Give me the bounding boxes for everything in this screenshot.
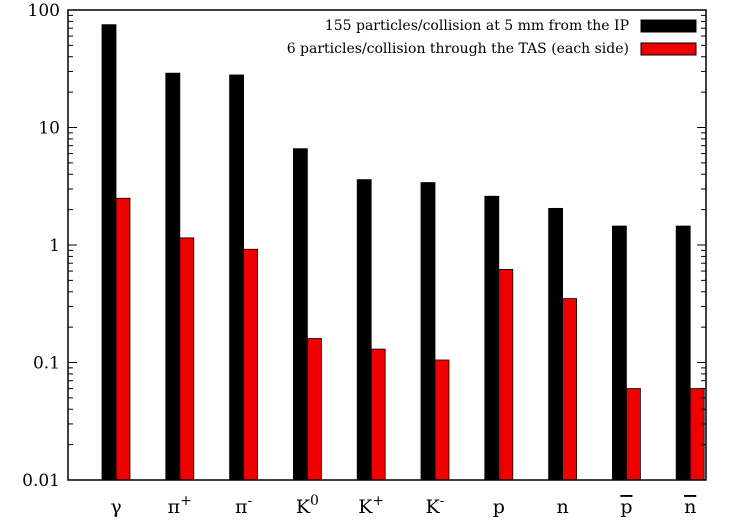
bar-series-2 bbox=[306, 338, 322, 481]
legend-swatch-series-1 bbox=[640, 19, 697, 33]
legend-label-series-2: 6 particles/collision through the TAS (e… bbox=[287, 41, 629, 57]
bar-series-1 bbox=[484, 195, 500, 481]
bar-series-1 bbox=[675, 225, 691, 481]
x-tick-label: K- bbox=[426, 493, 445, 518]
bar-series-1 bbox=[612, 225, 627, 481]
y-tick-label: 10 bbox=[38, 119, 60, 139]
legend: 155 particles/collision at 5 mm from the… bbox=[287, 18, 697, 57]
legend-swatch-series-2 bbox=[640, 42, 697, 56]
x-tick-label: K0 bbox=[296, 493, 319, 518]
bar-series-1 bbox=[548, 207, 563, 481]
y-axis: 0.01 0.1 1 10 100 bbox=[22, 1, 706, 491]
legend-label-series-1: 155 particles/collision at 5 mm from the… bbox=[325, 18, 629, 34]
y-tick-label: 1 bbox=[49, 236, 60, 256]
x-tick-label: K+ bbox=[358, 493, 384, 518]
bars-group bbox=[101, 24, 705, 481]
plot-frame bbox=[67, 9, 707, 481]
x-axis: γ π+ π- K0 K+ K-p n p n bbox=[110, 493, 696, 518]
x-tick-label: p bbox=[620, 496, 632, 518]
bar-series-1 bbox=[292, 148, 308, 481]
bar-series-2 bbox=[370, 348, 386, 481]
y-tick-label: 0.01 bbox=[22, 471, 60, 491]
x-tick-label: p bbox=[493, 496, 505, 518]
bar-series-2 bbox=[179, 237, 195, 481]
x-tick-label: γ bbox=[110, 496, 121, 518]
x-tick-label: π- bbox=[235, 493, 253, 518]
y-tick-label: 100 bbox=[28, 1, 60, 21]
bar-series-1 bbox=[229, 74, 245, 481]
bar-series-1 bbox=[101, 24, 117, 481]
bar-series-2 bbox=[626, 388, 641, 481]
y-tick-label: 0.1 bbox=[33, 354, 60, 374]
bar-series-2 bbox=[434, 359, 450, 481]
bar-series-2 bbox=[115, 197, 131, 481]
bar-series-1 bbox=[356, 179, 372, 481]
x-tick-label: n bbox=[684, 496, 696, 518]
bar-series-2 bbox=[243, 248, 259, 481]
x-tick-label: n bbox=[556, 496, 568, 518]
bar-series-1 bbox=[420, 182, 436, 481]
bar-series-2 bbox=[689, 388, 705, 481]
bar-series-2 bbox=[498, 268, 514, 481]
bar-series-1 bbox=[165, 72, 181, 481]
x-tick-label: π+ bbox=[168, 493, 192, 518]
bar-series-2 bbox=[562, 298, 577, 481]
